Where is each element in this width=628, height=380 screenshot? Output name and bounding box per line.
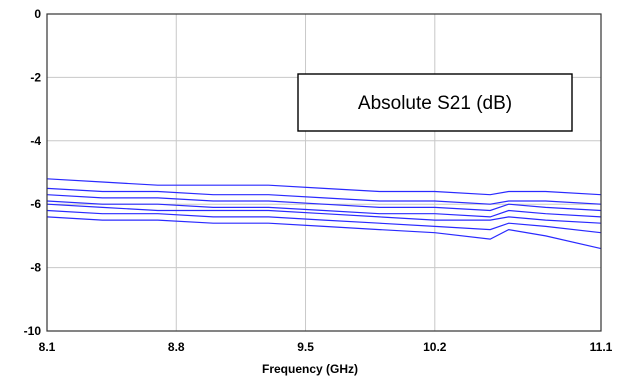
series-line-1 xyxy=(46,178,602,196)
series-line-2 xyxy=(46,187,602,205)
annotation-box: Absolute S21 (dB) xyxy=(297,73,573,132)
y-tick-label: -6 xyxy=(30,197,41,211)
x-tick-label: 9.5 xyxy=(297,340,314,354)
grid xyxy=(46,13,602,332)
y-tick-label: 0 xyxy=(34,7,41,21)
series-line-3 xyxy=(46,194,602,212)
x-tick-label: 8.8 xyxy=(168,340,185,354)
x-axis-title: Frequency (GHz) xyxy=(262,362,358,376)
y-tick-label: -2 xyxy=(30,70,41,84)
series-line-5 xyxy=(46,203,602,224)
x-tick-label: 10.2 xyxy=(423,340,447,354)
y-tick-label: -8 xyxy=(30,261,41,275)
y-tick-label: -4 xyxy=(30,134,41,148)
annotation-text: Absolute S21 (dB) xyxy=(358,93,512,114)
y-tick-label: -10 xyxy=(24,324,42,338)
x-tick-label: 11.1 xyxy=(590,340,613,354)
series-lines xyxy=(46,178,602,250)
x-tick-label: 8.1 xyxy=(39,340,56,354)
series-line-6 xyxy=(46,209,602,234)
x-tick-labels: 8.1 8.8 9.5 10.2 11.1 xyxy=(39,340,613,354)
series-line-4 xyxy=(46,200,602,218)
plot-frame xyxy=(46,13,602,332)
y-tick-labels: 0 -2 -4 -6 -8 -10 xyxy=(24,7,42,338)
series-line-7 xyxy=(46,216,602,250)
